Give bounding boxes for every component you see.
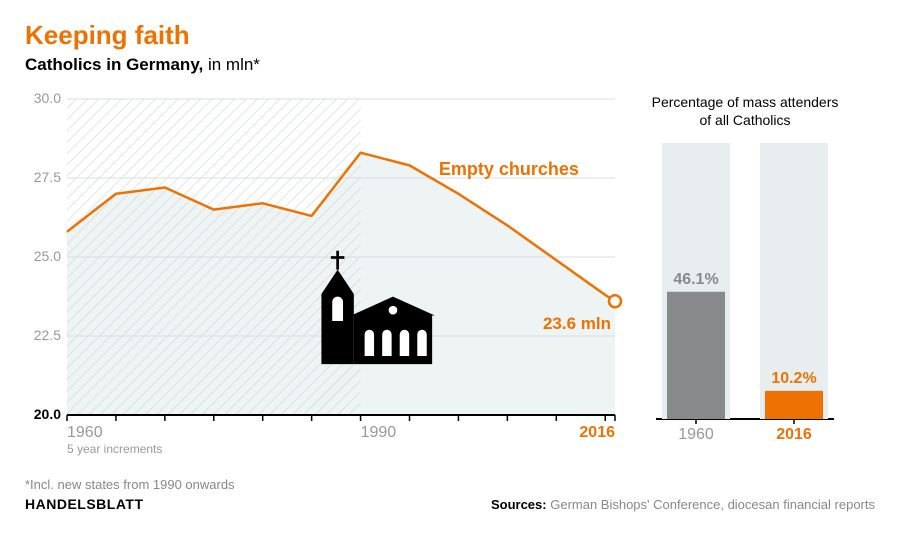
brand: HANDELSBLATT	[25, 496, 144, 512]
bar-chart: Percentage of mass attenders of all Cath…	[650, 93, 840, 463]
bar-chart-svg: 46.1% 1960 10.2% 2016	[650, 139, 840, 449]
y-tick-label: 25.0	[34, 248, 61, 264]
bar	[765, 391, 823, 419]
sources: Sources: German Bishops' Conference, dio…	[491, 497, 875, 512]
sources-label: Sources:	[491, 497, 547, 512]
y-tick-label: 20.0	[34, 406, 61, 422]
line-chart: 20.0 22.5 25.0 27.5 30.0 Empty churches 23.6 m…	[25, 93, 625, 463]
bar-chart-title: Percentage of mass attenders of all Cath…	[650, 93, 840, 129]
chart-subtitle: Catholics in Germany, in mln*	[25, 55, 875, 75]
x-label: 1960	[67, 424, 103, 441]
x-label: 2016	[579, 424, 615, 441]
bar-category-label: 2016	[776, 426, 812, 443]
bar-value-label: 46.1%	[673, 271, 718, 288]
y-tick-label: 22.5	[34, 327, 61, 343]
end-marker	[609, 295, 621, 307]
line-chart-svg: 20.0 22.5 25.0 27.5 30.0 Empty churches 23.6 m…	[25, 93, 625, 463]
bar	[667, 292, 725, 419]
y-tick-label: 30.0	[34, 93, 61, 106]
sources-text: German Bishops' Conference, diocesan fin…	[547, 497, 875, 512]
subtitle-bold: Catholics in Germany,	[25, 55, 203, 74]
series-label: Empty churches	[439, 159, 579, 179]
bar-value-label: 10.2%	[771, 370, 816, 387]
end-value-label: 23.6 mln	[543, 314, 611, 333]
x-increment-note: 5 year increments	[67, 442, 162, 456]
subtitle-unit: in mln*	[203, 55, 260, 74]
x-label: 1990	[361, 424, 397, 441]
y-tick-label: 27.5	[34, 169, 61, 185]
chart-title: Keeping faith	[25, 20, 875, 51]
bar-category-label: 1960	[678, 426, 714, 443]
footnote: *Incl. new states from 1990 onwards	[25, 477, 875, 492]
